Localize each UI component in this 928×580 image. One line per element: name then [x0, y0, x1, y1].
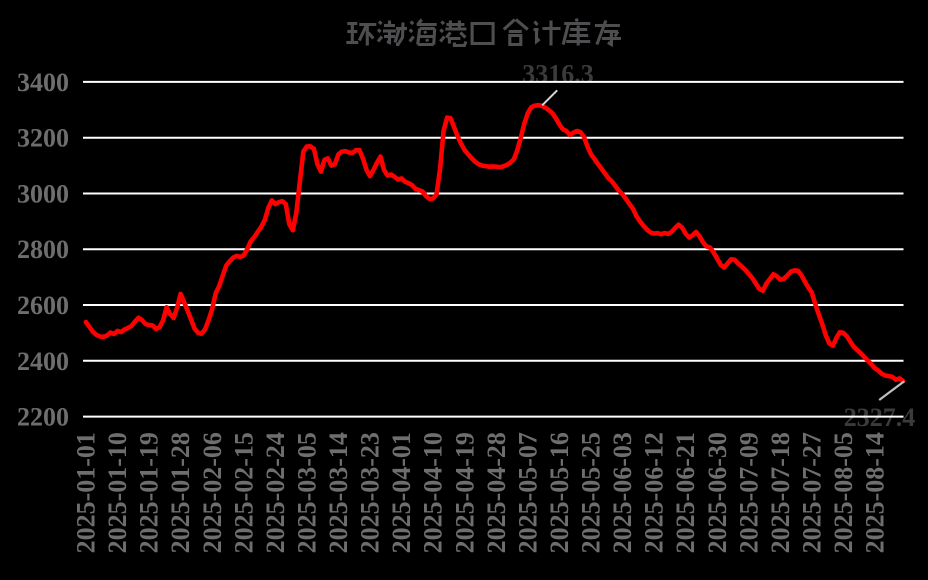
svg-text:2025-04-01: 2025-04-01 — [387, 432, 416, 553]
svg-text:2025-01-28: 2025-01-28 — [166, 432, 195, 553]
svg-text:2025-02-24: 2025-02-24 — [261, 432, 290, 553]
svg-text:2025-05-16: 2025-05-16 — [545, 432, 574, 553]
svg-text:2025-08-14: 2025-08-14 — [861, 432, 890, 553]
svg-text:3400: 3400 — [17, 68, 69, 97]
svg-text:2800: 2800 — [17, 235, 69, 264]
svg-text:2025-06-03: 2025-06-03 — [608, 432, 637, 553]
svg-text:3200: 3200 — [17, 124, 69, 153]
svg-text:2600: 2600 — [17, 291, 69, 320]
svg-text:2025-01-10: 2025-01-10 — [103, 432, 132, 553]
svg-text:2025-04-10: 2025-04-10 — [419, 432, 448, 553]
svg-text:2025-03-14: 2025-03-14 — [324, 432, 353, 553]
svg-text:2025-07-09: 2025-07-09 — [734, 432, 763, 553]
svg-text:2025-04-28: 2025-04-28 — [482, 432, 511, 553]
svg-text:2025-03-05: 2025-03-05 — [292, 432, 321, 553]
svg-text:2025-06-21: 2025-06-21 — [671, 432, 700, 553]
svg-text:2025-08-05: 2025-08-05 — [829, 432, 858, 553]
svg-text:2025-04-19: 2025-04-19 — [450, 432, 479, 553]
svg-text:2025-01-19: 2025-01-19 — [135, 432, 164, 553]
svg-text:2400: 2400 — [17, 347, 69, 376]
svg-text:2200: 2200 — [17, 403, 69, 432]
svg-text:2025-02-06: 2025-02-06 — [198, 432, 227, 553]
svg-text:2025-06-12: 2025-06-12 — [640, 432, 669, 553]
svg-text:2025-07-18: 2025-07-18 — [766, 432, 795, 553]
svg-text:3000: 3000 — [17, 180, 69, 209]
svg-text:2025-05-25: 2025-05-25 — [577, 432, 606, 553]
svg-text:2025-03-23: 2025-03-23 — [356, 432, 385, 553]
svg-text:2025-05-07: 2025-05-07 — [513, 432, 542, 553]
svg-text:2025-06-30: 2025-06-30 — [703, 432, 732, 553]
svg-text:2025-02-15: 2025-02-15 — [229, 432, 258, 553]
svg-text:3316.3: 3316.3 — [522, 60, 594, 89]
svg-text:2025-07-27: 2025-07-27 — [797, 432, 826, 553]
svg-text:2025-01-01: 2025-01-01 — [72, 432, 101, 553]
